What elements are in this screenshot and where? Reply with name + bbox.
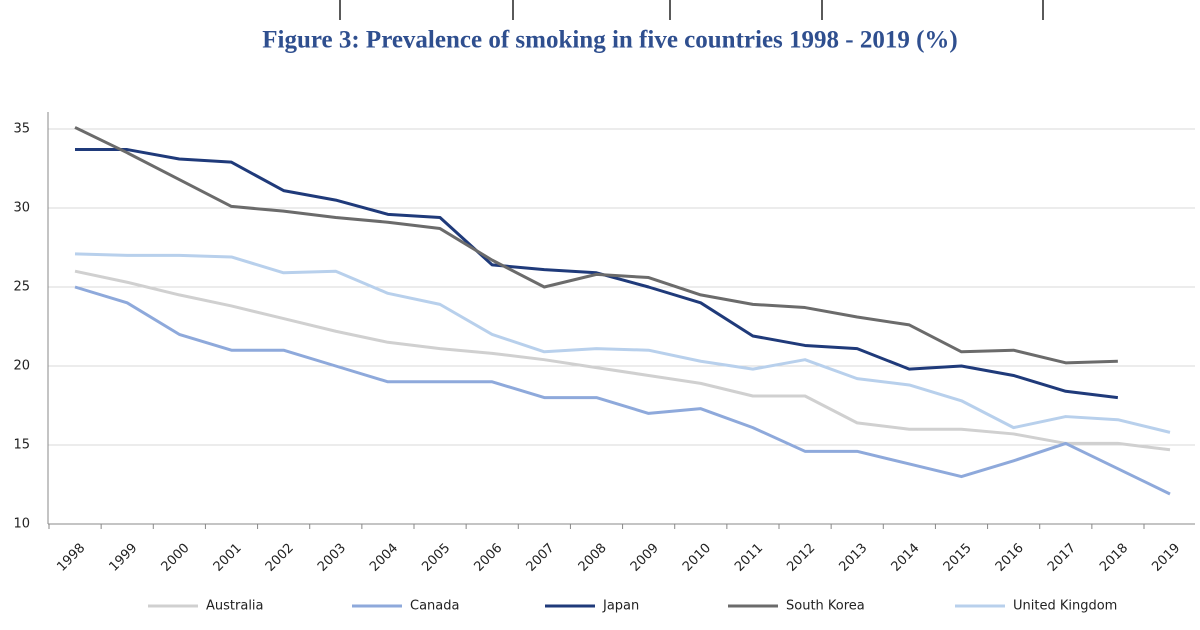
x-tick-label: 2000 [159,541,193,575]
x-tick-label: 2015 [941,541,975,575]
x-tick-label: 2003 [315,541,349,575]
x-tick-label: 2006 [471,541,505,575]
y-tick-label: 10 [13,517,30,532]
x-tick-label: 2012 [784,541,818,575]
x-tick-label: 2007 [524,541,558,575]
x-tick-label: 2013 [836,541,870,575]
series-line [74,252,1171,434]
legend-label: Japan [602,599,639,614]
series-line [74,126,1118,365]
x-tick-label: 2017 [1045,541,1079,575]
legend-label: South Korea [786,599,865,614]
x-tick-label: 1998 [54,541,88,575]
x-tick-label: 2004 [367,541,401,575]
legend-label: Australia [206,599,264,614]
x-tick-label: 2016 [993,541,1027,575]
x-tick-label: 2011 [732,541,766,575]
x-tick-label: 2018 [1097,541,1131,575]
x-tick-label: 1999 [106,541,140,575]
y-tick-label: 35 [13,122,30,137]
x-tick-label: 2010 [680,541,714,575]
y-tick-label: 20 [13,359,30,374]
x-tick-label: 2019 [1149,541,1183,575]
x-tick-label: 2001 [211,541,245,575]
y-tick-label: 15 [13,438,30,453]
x-tick-label: 2009 [628,541,662,575]
y-tick-label: 30 [13,201,30,216]
x-tick-label: 2002 [263,541,297,575]
series-line [74,269,1171,452]
x-tick-label: 2014 [889,541,923,575]
y-tick-label: 25 [13,280,30,295]
chart-title: Figure 3: Prevalence of smoking in five … [262,27,958,54]
series-line [74,285,1171,496]
x-tick-label: 2008 [576,541,610,575]
series-line [75,148,1119,400]
legend-label: United Kingdom [1013,599,1117,614]
top-rules [339,0,1044,20]
x-tick-label: 2005 [419,541,453,575]
legend-label: Canada [410,599,459,614]
